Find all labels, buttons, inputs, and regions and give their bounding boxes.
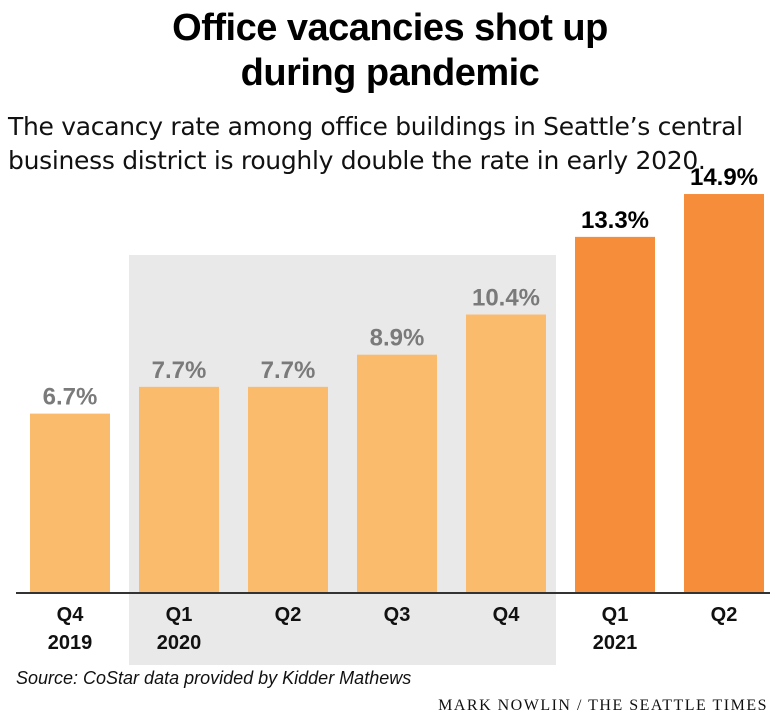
bar-4 — [466, 314, 546, 593]
bar-0 — [30, 413, 110, 593]
tick-label-quarter-3: Q3 — [384, 604, 411, 626]
data-label-4: 10.4% — [472, 285, 540, 312]
data-label-5: 13.3% — [581, 207, 649, 234]
chart-subtitle: The vacancy rate among office buildings … — [8, 112, 743, 175]
bar-2 — [248, 386, 328, 593]
source-note: Source: CoStar data provided by Kidder M… — [16, 668, 412, 688]
data-label-3: 8.9% — [370, 325, 425, 352]
bar-3 — [357, 354, 437, 593]
tick-label-quarter-4: Q4 — [493, 604, 521, 626]
title-line-1: Office vacancies shot up — [172, 7, 608, 49]
tick-label-quarter-6: Q2 — [711, 604, 738, 626]
bar-6 — [684, 194, 764, 593]
tick-label-quarter-0: Q4 — [57, 604, 85, 626]
tick-label-year-0: 2019 — [48, 632, 93, 654]
data-label-2: 7.7% — [261, 357, 316, 384]
bar-1 — [139, 386, 219, 593]
tick-label-quarter-5: Q1 — [602, 604, 629, 626]
chart-title: Office vacancies shot up during pandemic — [0, 6, 780, 96]
tick-label-quarter-1: Q1 — [166, 604, 193, 626]
title-line-2: during pandemic — [240, 52, 540, 94]
tick-label-quarter-2: Q2 — [275, 604, 302, 626]
credit-line: MARK NOWLIN / THE SEATTLE TIMES — [438, 697, 768, 714]
bar-5 — [575, 236, 655, 593]
data-label-0: 6.7% — [43, 384, 98, 411]
tick-label-year-1: 2020 — [157, 632, 202, 654]
data-label-6: 14.9% — [690, 164, 758, 191]
data-label-1: 7.7% — [152, 357, 207, 384]
tick-label-year-5: 2021 — [593, 632, 638, 654]
